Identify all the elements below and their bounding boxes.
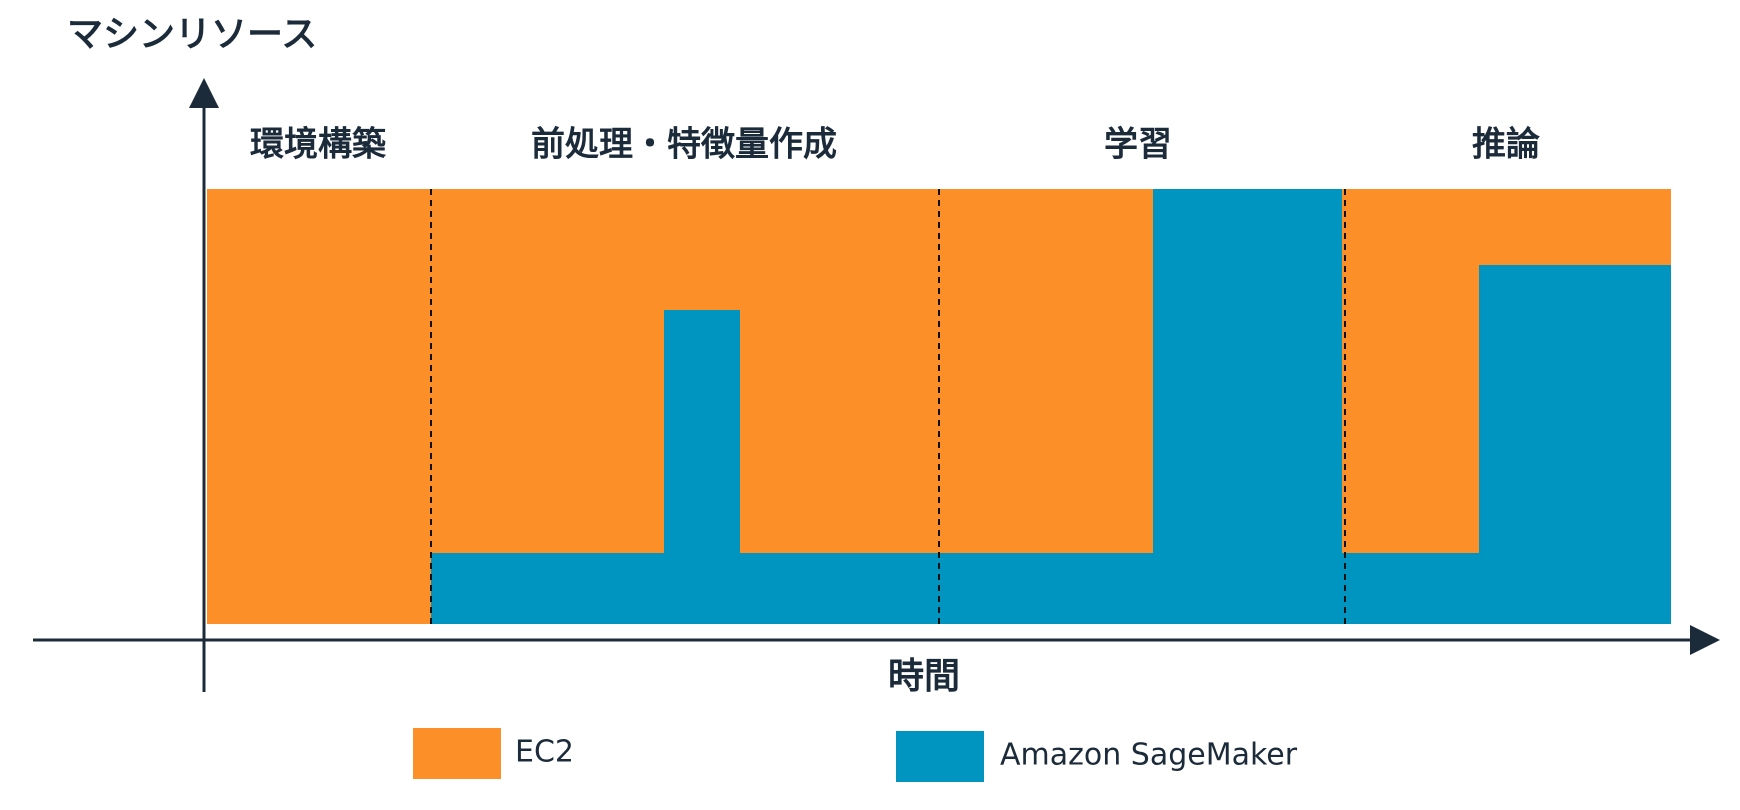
legend-label: Amazon SageMaker [1000,738,1298,773]
ec2-area [207,189,1671,624]
x-axis-label: 時間 [888,656,960,697]
phase-label: 前処理・特徴量作成 [531,125,837,165]
phase-label: 推論 [1472,125,1540,165]
y-axis-label: マシンリソース [67,14,317,55]
phase-label: 学習 [1104,125,1172,165]
legend-label: EC2 [515,735,574,770]
sagemaker-area [431,189,1671,624]
legend-swatch [413,728,501,779]
phase-label: 環境構築 [250,125,387,165]
legend-swatch [896,731,984,782]
